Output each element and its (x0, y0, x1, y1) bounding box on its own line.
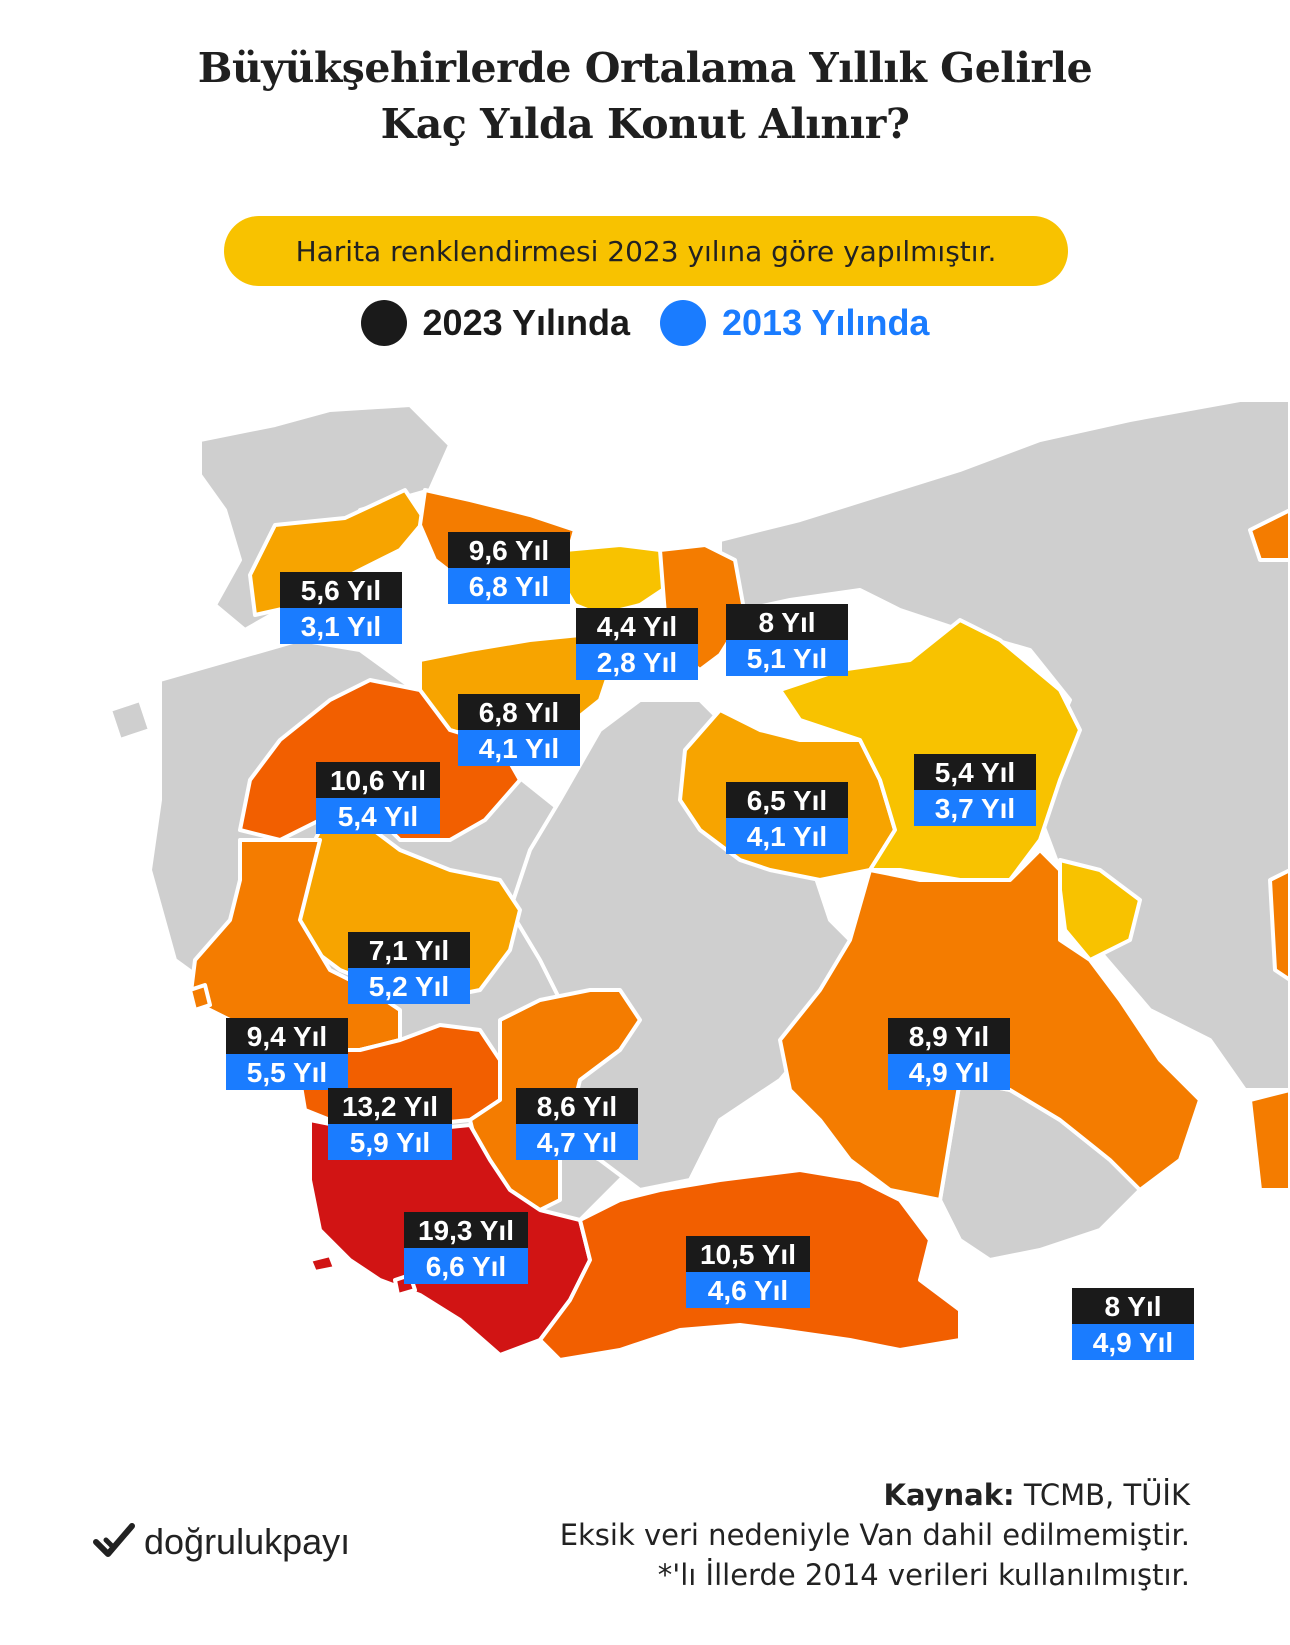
island-1 (188, 983, 212, 1012)
label-2013-konya: 4,9 Yıl (909, 1057, 989, 1088)
source-value: TCMB, TÜİK (1023, 1478, 1190, 1512)
label-2023-bursa: 6,8 Yıl (479, 697, 559, 728)
label-2023-sakarya: 8 Yıl (758, 607, 815, 638)
label-2013-kirikkale-kirsehir: 3,7 Yıl (935, 793, 1015, 824)
source-label: Kaynak: (883, 1478, 1015, 1512)
label-konya: 8,9 Yıl 4,9 Yıl (888, 1018, 1010, 1090)
label-sakarya: 8 Yıl 5,1 Yıl (726, 604, 848, 676)
province-right-edge-orange (1248, 508, 1290, 562)
label-2013-manisa: 5,2 Yıl (369, 971, 449, 1002)
label-aydin: 13,2 Yıl 5,9 Yıl (328, 1088, 452, 1160)
page-title: Büyükşehirlerde Ortalama Yıllık Gelirle … (0, 40, 1290, 152)
source-note-2: *'lı İllerde 2014 verileri kullanılmıştı… (657, 1558, 1190, 1592)
label-2023-balikesir: 10,6 Yıl (330, 765, 426, 796)
title-line-2: Kaç Yılda Konut Alınır? (380, 100, 910, 148)
label-2023-ankara: 6,5 Yıl (747, 785, 827, 816)
label-denizli: 8,6 Yıl 4,7 Yıl (516, 1088, 638, 1160)
label-2023-kirikkale-kirsehir: 5,4 Yıl (935, 757, 1015, 788)
label-ankara: 6,5 Yıl 4,1 Yıl (726, 782, 848, 854)
label-2013-mugla: 6,6 Yıl (426, 1251, 506, 1282)
label-bursa: 6,8 Yıl 4,1 Yıl (458, 694, 580, 766)
legend-label-2023: 2023 Yılında (422, 302, 630, 343)
source-line: Kaynak: TCMB, TÜİK (560, 1475, 1190, 1515)
label-mugla: 19,3 Yıl 6,6 Yıl (404, 1212, 528, 1284)
coloring-note-text: Harita renklendirmesi 2023 yılına göre y… (295, 234, 997, 268)
label-2023-konya: 8,9 Yıl (909, 1021, 989, 1052)
label-2023-mersin: 8 Yıl (1104, 1291, 1161, 1322)
label-balikesir: 10,6 Yıl 5,4 Yıl (316, 762, 440, 834)
province-kocaeli (558, 543, 672, 617)
label-2013-antalya: 4,6 Yıl (708, 1275, 788, 1306)
label-2013-istanbul: 6,8 Yıl (469, 571, 549, 602)
label-2013-denizli: 4,7 Yıl (537, 1127, 617, 1158)
label-2013-aydin: 5,9 Yıl (350, 1127, 430, 1158)
legend: 2023 Yılında 2013 Yılında (0, 300, 1290, 346)
legend-label-2013: 2013 Yılında (722, 302, 930, 343)
check-logo-icon (93, 1523, 135, 1557)
label-kocaeli: 4,4 Yıl 2,8 Yıl (576, 608, 698, 680)
island-2 (308, 1253, 337, 1274)
province-right-edge-orange-2 (1268, 868, 1290, 982)
island-4 (108, 698, 152, 742)
brand-name: doğrulukpayı (144, 1521, 351, 1562)
label-2023-izmir: 9,4 Yıl (247, 1021, 327, 1052)
province-balikesir (238, 678, 522, 842)
legend-item-2023: 2023 Yılında (360, 300, 630, 346)
label-2023-istanbul: 9,6 Yıl (469, 535, 549, 566)
turkey-west-map: 5,6 Yıl 3,1 Yıl 9,6 Yıl 6,8 Yıl 4,4 Yıl … (0, 400, 1290, 1362)
label-2023-antalya: 10,5 Yıl (700, 1239, 796, 1270)
legend-dot-2023 (360, 300, 407, 346)
label-2023-mugla: 19,3 Yıl (418, 1215, 514, 1246)
label-edirne-tekirdag: 5,6 Yıl 3,1 Yıl (280, 572, 402, 644)
legend-dot-2013 (660, 300, 706, 346)
source-block: Kaynak: TCMB, TÜİK Eksik veri nedeniyle … (560, 1475, 1190, 1595)
province-grey-north-belt (718, 400, 1290, 1092)
label-mersin: 8 Yıl 4,9 Yıl (1072, 1288, 1194, 1360)
labels-layer: 5,6 Yıl 3,1 Yıl 9,6 Yıl 6,8 Yıl 4,4 Yıl … (226, 532, 1194, 1360)
label-antalya: 10,5 Yıl 4,6 Yıl (686, 1236, 810, 1308)
label-2013-edirne-tekirdag: 3,1 Yıl (301, 611, 381, 642)
brand-logo: doğrulukpayı (92, 1520, 350, 1564)
label-istanbul: 9,6 Yıl 6,8 Yıl (448, 532, 570, 604)
label-2013-kocaeli: 2,8 Yıl (597, 647, 677, 678)
label-2013-izmir: 5,5 Yıl (247, 1057, 327, 1088)
label-2023-kocaeli: 4,4 Yıl (597, 611, 677, 642)
label-kirikkale-kirsehir: 5,4 Yıl 3,7 Yıl (914, 754, 1036, 826)
label-2013-sakarya: 5,1 Yıl (747, 643, 827, 674)
label-manisa: 7,1 Yıl 5,2 Yıl (348, 932, 470, 1004)
label-2023-denizli: 8,6 Yıl (537, 1091, 617, 1122)
label-2023-edirne-tekirdag: 5,6 Yıl (301, 575, 381, 606)
title-line-1: Büyükşehirlerde Ortalama Yıllık Gelirle (197, 44, 1093, 92)
label-2023-aydin: 13,2 Yıl (342, 1091, 438, 1122)
label-2013-balikesir: 5,4 Yıl (338, 801, 418, 832)
label-2013-bursa: 4,1 Yıl (479, 733, 559, 764)
label-izmir: 9,4 Yıl 5,5 Yıl (226, 1018, 348, 1090)
coloring-note-pill: Harita renklendirmesi 2023 yılına göre y… (224, 216, 1068, 286)
label-2013-mersin: 4,9 Yıl (1093, 1327, 1173, 1358)
label-2013-ankara: 4,1 Yıl (747, 821, 827, 852)
legend-item-2013: 2013 Yılında (660, 300, 929, 346)
label-2023-manisa: 7,1 Yıl (369, 935, 449, 966)
source-note-1: Eksik veri nedeniyle Van dahil edilmemiş… (559, 1518, 1190, 1552)
province-right-edge-orange-3 (1248, 1088, 1290, 1192)
